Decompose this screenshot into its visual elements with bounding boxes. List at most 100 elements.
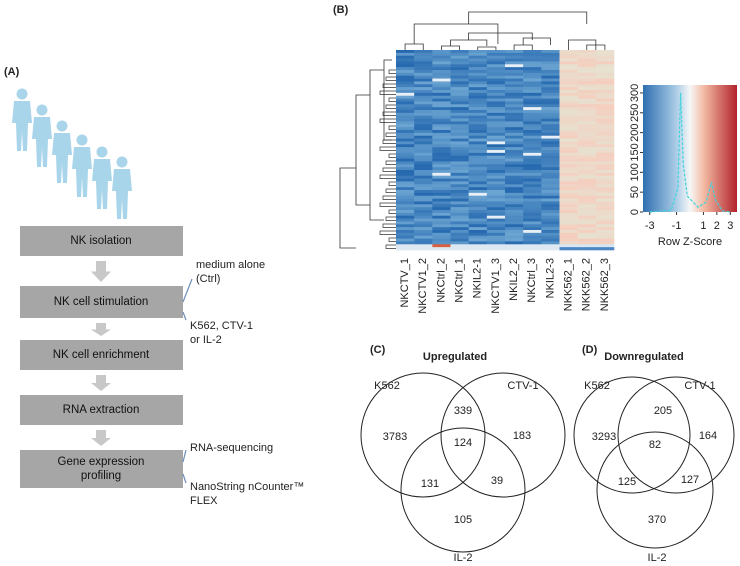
heatmap-cell: [450, 138, 469, 142]
heatmap-cell: [595, 135, 615, 139]
heatmap-cell: [468, 241, 488, 245]
heatmap-cell: [523, 238, 542, 242]
heatmap-cell: [414, 118, 433, 122]
heatmap-cell: [577, 147, 597, 151]
heatmap-cell: [396, 72, 415, 77]
heatmap-cell: [414, 75, 433, 79]
heatmap-cell: [486, 135, 506, 139]
heatmap-cell: [595, 130, 615, 134]
heatmap-cell: [414, 181, 433, 185]
heatmap-cell: [468, 235, 488, 239]
step-label: NK cell stimulation: [54, 296, 149, 308]
heatmap-cell: [595, 201, 615, 205]
heatmap-cell: [432, 118, 451, 122]
heatmap-cell: [414, 158, 433, 162]
heatmap-cell: [577, 64, 597, 68]
heatmap-cell: [468, 147, 488, 151]
heatmap-cell: [505, 152, 524, 157]
heatmap-cell: [486, 115, 506, 119]
heatmap-cell: [505, 247, 524, 251]
heatmap-cell: [486, 172, 506, 177]
heatmap-cell: [450, 50, 469, 54]
heatmap-cell: [450, 244, 469, 248]
heatmap-cell: [432, 221, 451, 225]
dendrogram-branch: [568, 39, 597, 50]
heatmap-cell: [486, 138, 506, 142]
heatmap-cell: [595, 207, 615, 211]
connector: [182, 311, 187, 321]
heatmap-cell: [486, 132, 506, 137]
set-label: CTV-1: [684, 380, 715, 392]
heatmap-cell: [432, 61, 451, 65]
heatmap-cell: [523, 135, 542, 139]
heatmap-cell: [559, 95, 578, 99]
venn-circle: [573, 376, 691, 494]
heatmap-cell: [450, 212, 469, 217]
heatmap-cell: [432, 55, 451, 59]
heatmap-cell: [541, 161, 560, 165]
heatmap-cell: [523, 78, 542, 82]
heatmap-cell: [505, 144, 524, 148]
step-label: RNA extraction: [63, 404, 140, 416]
heatmap-cell: [468, 232, 488, 237]
heatmap-cell: [486, 155, 506, 159]
step-label: Gene expression: [58, 456, 145, 468]
heatmap-cell: [541, 172, 560, 177]
heatmap-cell: [577, 167, 597, 171]
heatmap-cell: [432, 235, 451, 239]
heatmap-cell: [577, 218, 597, 222]
heatmap-cell: [541, 158, 560, 162]
dendrogram-branch: [388, 209, 396, 214]
heatmap-cell: [468, 135, 488, 139]
heatmap-cell: [505, 235, 524, 239]
heatmap-cell: [396, 84, 415, 88]
heatmap-cell: [432, 81, 451, 85]
heatmap-cell: [450, 147, 469, 151]
heatmap-cell: [505, 181, 524, 185]
heatmap-cell: [468, 61, 488, 65]
heatmap-cell: [523, 172, 542, 177]
heatmap-cell: [432, 127, 451, 131]
dendrogram-branch: [404, 43, 424, 50]
heatmap-cell: [577, 118, 597, 122]
dendrogram-branch: [382, 223, 396, 228]
region-count: 125: [618, 476, 636, 488]
heatmap-cell: [414, 247, 433, 251]
heatmap-cell: [396, 127, 415, 131]
heatmap-cell: [595, 115, 615, 119]
heatmap-cell: [595, 84, 615, 88]
heatmap-cell: [541, 241, 560, 245]
heatmap-cell: [505, 104, 524, 108]
heatmap-cell: [468, 178, 488, 182]
heatmap-cell: [414, 204, 433, 208]
heatmap-cell: [559, 144, 578, 148]
people-icons: [12, 88, 132, 219]
heatmap-cell: [595, 247, 615, 251]
heatmap-cell: [541, 61, 560, 65]
heatmap-cell: [523, 170, 542, 174]
heatmap-cell: [541, 155, 560, 159]
heatmap-cell: [432, 72, 451, 77]
heatmap-cell: [468, 107, 488, 111]
heatmap-cell: [523, 221, 542, 225]
heatmap-cell: [468, 175, 488, 179]
heatmap-cell: [505, 204, 524, 208]
heatmap-cell: [414, 84, 433, 88]
heatmap-cell: [432, 87, 451, 91]
heatmap-cell: [523, 61, 542, 65]
heatmap-cell: [523, 152, 542, 157]
heatmap-cell: [541, 224, 560, 228]
heatmap-cell: [468, 247, 488, 251]
heatmap-cell: [541, 50, 560, 54]
person-head: [16, 88, 28, 100]
heatmap-cell: [396, 178, 415, 182]
venn-circle: [440, 372, 566, 498]
heatmap-cell: [595, 101, 615, 105]
heatmap-cell: [559, 204, 578, 208]
heatmap-cell: [486, 144, 506, 148]
heatmap-cell: [595, 155, 615, 159]
dendrogram-branch: [379, 202, 396, 207]
heatmap-cell: [541, 107, 560, 111]
heatmap-cell: [577, 221, 597, 225]
heatmap-cell: [559, 235, 578, 239]
